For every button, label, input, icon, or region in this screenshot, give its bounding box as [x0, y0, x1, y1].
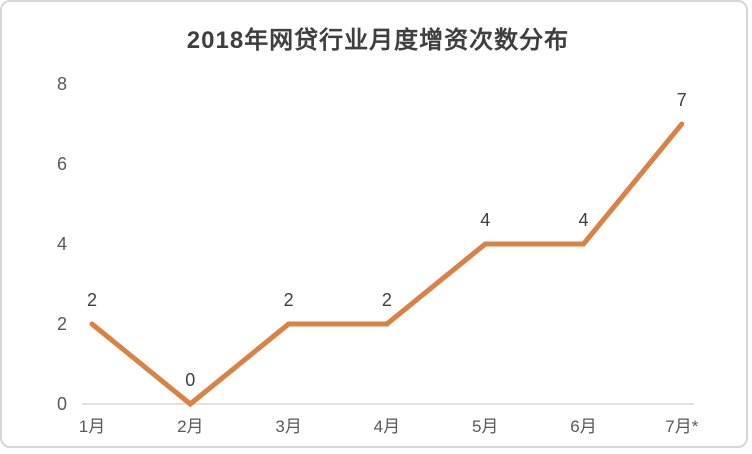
x-axis-category-label: 1月 [79, 417, 105, 436]
x-axis-category-label: 3月 [275, 417, 301, 436]
x-axis-category-label: 6月 [570, 417, 596, 436]
y-axis-tick-label: 6 [57, 154, 67, 174]
x-axis-category-label: 4月 [374, 417, 400, 436]
data-point-label: 4 [578, 210, 588, 230]
y-axis-tick-label: 0 [57, 394, 67, 414]
y-axis-tick-label: 8 [57, 74, 67, 94]
data-point-label: 4 [480, 210, 490, 230]
trend-line [89, 121, 685, 408]
y-axis-tick-label: 4 [57, 234, 67, 254]
data-point-label: 7 [677, 90, 687, 110]
data-point-label: 2 [87, 290, 97, 310]
data-point-label: 2 [284, 290, 294, 310]
x-axis-category-label: 5月 [472, 417, 498, 436]
x-axis-category-label: 2月 [177, 417, 203, 436]
chart-title: 2018年网贷行业月度增资次数分布 [186, 27, 570, 54]
data-point-label: 0 [185, 370, 195, 390]
data-point-label: 2 [382, 290, 392, 310]
x-axis-category-label: 7月* [665, 417, 698, 436]
y-axis-tick-label: 2 [57, 314, 67, 334]
